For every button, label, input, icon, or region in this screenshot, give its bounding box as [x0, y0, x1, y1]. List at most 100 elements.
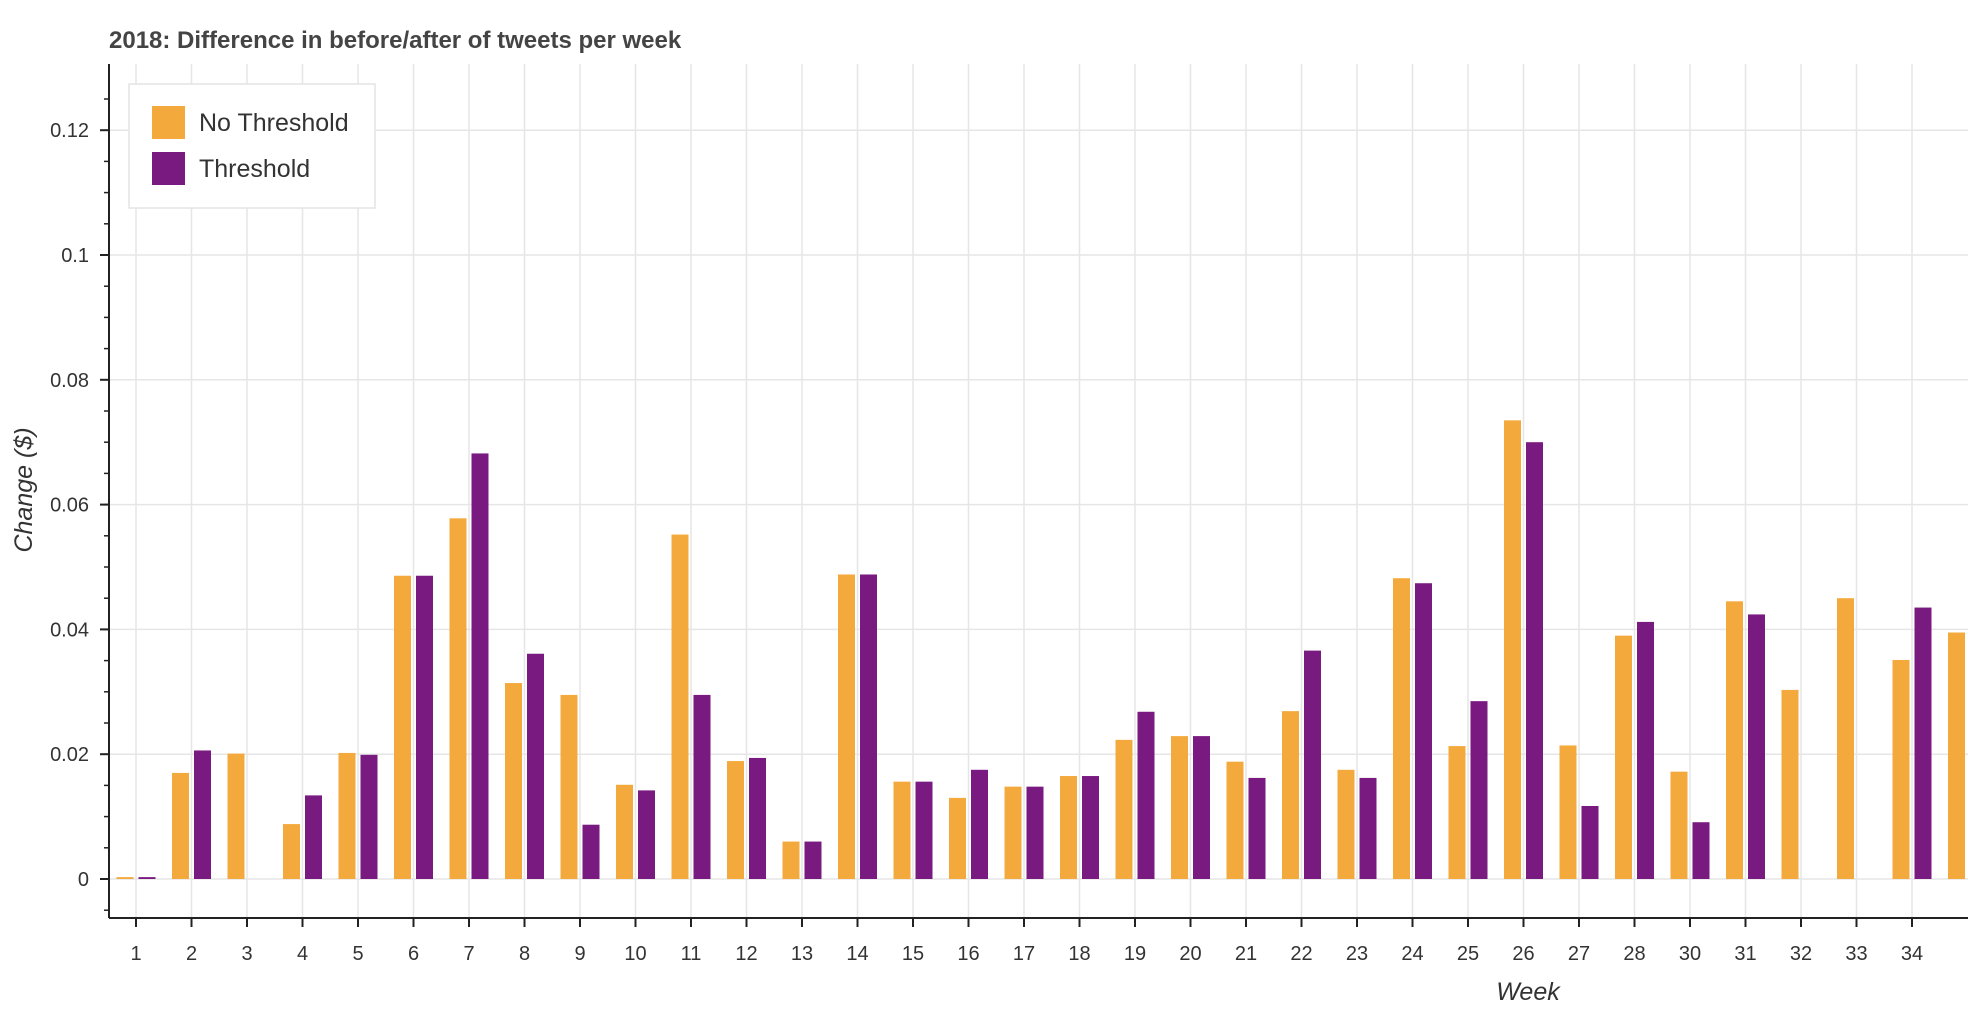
- bar-threshold-week-14: [860, 574, 877, 879]
- bar-no-threshold-week-25: [1448, 746, 1466, 879]
- bar-threshold-week-25: [1470, 701, 1488, 879]
- x-tick-label-31: 31: [1734, 943, 1756, 965]
- x-tick-label-23: 23: [1346, 943, 1368, 965]
- y-tick-label: 0.06: [50, 495, 89, 517]
- bar-threshold-week-1: [138, 877, 156, 879]
- bar-no-threshold-week-4: [283, 824, 300, 879]
- x-tick-label-4: 4: [297, 943, 308, 965]
- bar-threshold-week-22: [1304, 650, 1321, 879]
- x-tick-label-17: 17: [1013, 943, 1035, 965]
- x-tick-label-15: 15: [902, 943, 924, 965]
- bar-threshold-week-27: [1581, 805, 1599, 879]
- x-tick-label-25: 25: [1457, 943, 1479, 965]
- bar-threshold-week-5: [360, 754, 378, 879]
- bar-no-threshold-week-16: [949, 797, 966, 879]
- x-tick-label-26: 26: [1512, 943, 1534, 965]
- bar-no-threshold-week-34: [1892, 659, 1910, 879]
- y-ticks: 0 0.02 0.04 0.06 0.08 0.1 0.12: [50, 98, 109, 911]
- bar-no-threshold-week-6: [394, 575, 411, 879]
- x-tick-label-34: 34: [1901, 943, 1923, 965]
- bar-no-threshold-week-15: [893, 781, 911, 879]
- bar-no-threshold-week-8: [505, 683, 522, 879]
- x-tick-label-9: 9: [574, 943, 585, 965]
- x-tick-label-14: 14: [846, 943, 868, 965]
- bar-threshold-week-23: [1359, 777, 1377, 879]
- bar-threshold-week-34: [1914, 607, 1932, 879]
- y-tick-label: 0.02: [50, 744, 89, 766]
- bar-no-threshold-week-13: [782, 841, 800, 879]
- bar-no-threshold-week-1: [116, 877, 134, 879]
- bar-threshold-week-26: [1526, 442, 1543, 879]
- bar-threshold-week-28: [1637, 621, 1654, 879]
- bar-threshold-week-6: [416, 575, 433, 879]
- x-tick-label-6: 6: [408, 943, 419, 965]
- x-tick-label-27: 27: [1568, 943, 1590, 965]
- y-axis-label: Change ($): [10, 427, 38, 552]
- x-tick-label-10: 10: [624, 943, 646, 965]
- legend-swatch-no-threshold: [152, 106, 185, 139]
- bar-no-threshold-week-14: [838, 574, 855, 879]
- bar-threshold-week-4: [305, 795, 322, 879]
- bar-threshold-week-24: [1415, 583, 1432, 879]
- legend-box: [128, 83, 376, 209]
- bar-threshold-week-8: [527, 653, 544, 879]
- bar-threshold-week-15: [915, 781, 933, 879]
- x-tick-label-7: 7: [463, 943, 474, 965]
- y-tick-label: 0.08: [50, 370, 89, 392]
- bar-no-threshold-week-11: [671, 534, 689, 879]
- x-tick-label-13: 13: [791, 943, 813, 965]
- x-tick-label-24: 24: [1401, 943, 1423, 965]
- bar-no-threshold-week-28: [1615, 635, 1632, 879]
- bar-no-threshold-week-21: [1226, 761, 1244, 879]
- bar-threshold-week-7: [471, 453, 489, 879]
- bar-no-threshold-week-2: [172, 772, 189, 879]
- bar-no-threshold-week-32: [1781, 689, 1799, 879]
- bar-threshold-week-30: [1692, 822, 1710, 879]
- bar-threshold-week-21: [1248, 777, 1266, 879]
- bar-no-threshold-week-33: [1837, 598, 1854, 879]
- x-tick-label-30: 30: [1679, 943, 1701, 965]
- x-tick-label-11: 11: [681, 943, 702, 965]
- x-tick-label-16: 16: [957, 943, 979, 965]
- bar-threshold-week-19: [1137, 711, 1155, 879]
- bar-threshold-week-18: [1082, 776, 1099, 879]
- x-tick-label-8: 8: [519, 943, 530, 965]
- bar-threshold-week-17: [1026, 786, 1044, 879]
- bar-threshold-week-20: [1193, 736, 1210, 879]
- legend-swatch-threshold: [152, 152, 185, 185]
- bar-no-threshold-week-17: [1004, 786, 1022, 879]
- x-axis-label: Week: [1496, 978, 1561, 1006]
- y-tick-label: 0.12: [50, 120, 89, 142]
- legend-label-threshold: Threshold: [199, 155, 310, 183]
- bar-no-threshold-week-10: [616, 784, 633, 879]
- bars: [116, 420, 1965, 879]
- bar-threshold-week-31: [1748, 614, 1765, 879]
- x-ticks: 1 2 3 4 5 6 7 8 9 10 11 12 13 14 15 16 17 18 19 20 21 22 23 24 2…: [130, 918, 1923, 965]
- bar-no-threshold-week-3: [227, 753, 245, 879]
- x-tick-label-19: 19: [1124, 943, 1146, 965]
- bar-no-threshold-week-30: [1670, 771, 1688, 879]
- bar-no-threshold-partial: [1948, 632, 1965, 879]
- bar-threshold-week-16: [971, 769, 988, 879]
- x-tick-label-18: 18: [1068, 943, 1090, 965]
- axes: [108, 64, 1968, 919]
- bar-no-threshold-week-27: [1559, 745, 1577, 879]
- bar-no-threshold-week-9: [560, 694, 578, 879]
- bar-threshold-week-11: [693, 694, 711, 879]
- x-tick-label-28: 28: [1623, 943, 1645, 965]
- bar-no-threshold-week-7: [449, 518, 467, 879]
- bar-no-threshold-week-20: [1171, 736, 1188, 879]
- x-tick-label-2: 2: [186, 943, 197, 965]
- x-tick-label-21: 21: [1235, 943, 1257, 965]
- x-tick-label-32: 32: [1790, 943, 1812, 965]
- x-tick-label-5: 5: [352, 943, 363, 965]
- legend: No Threshold Threshold: [128, 83, 376, 209]
- bar-no-threshold-week-24: [1393, 578, 1410, 879]
- x-tick-label-12: 12: [735, 943, 757, 965]
- bar-no-threshold-week-23: [1337, 769, 1355, 879]
- bar-no-threshold-week-5: [338, 752, 356, 879]
- bar-threshold-week-13: [804, 841, 822, 879]
- y-tick-label: 0.04: [50, 619, 89, 641]
- bar-no-threshold-week-19: [1115, 739, 1133, 879]
